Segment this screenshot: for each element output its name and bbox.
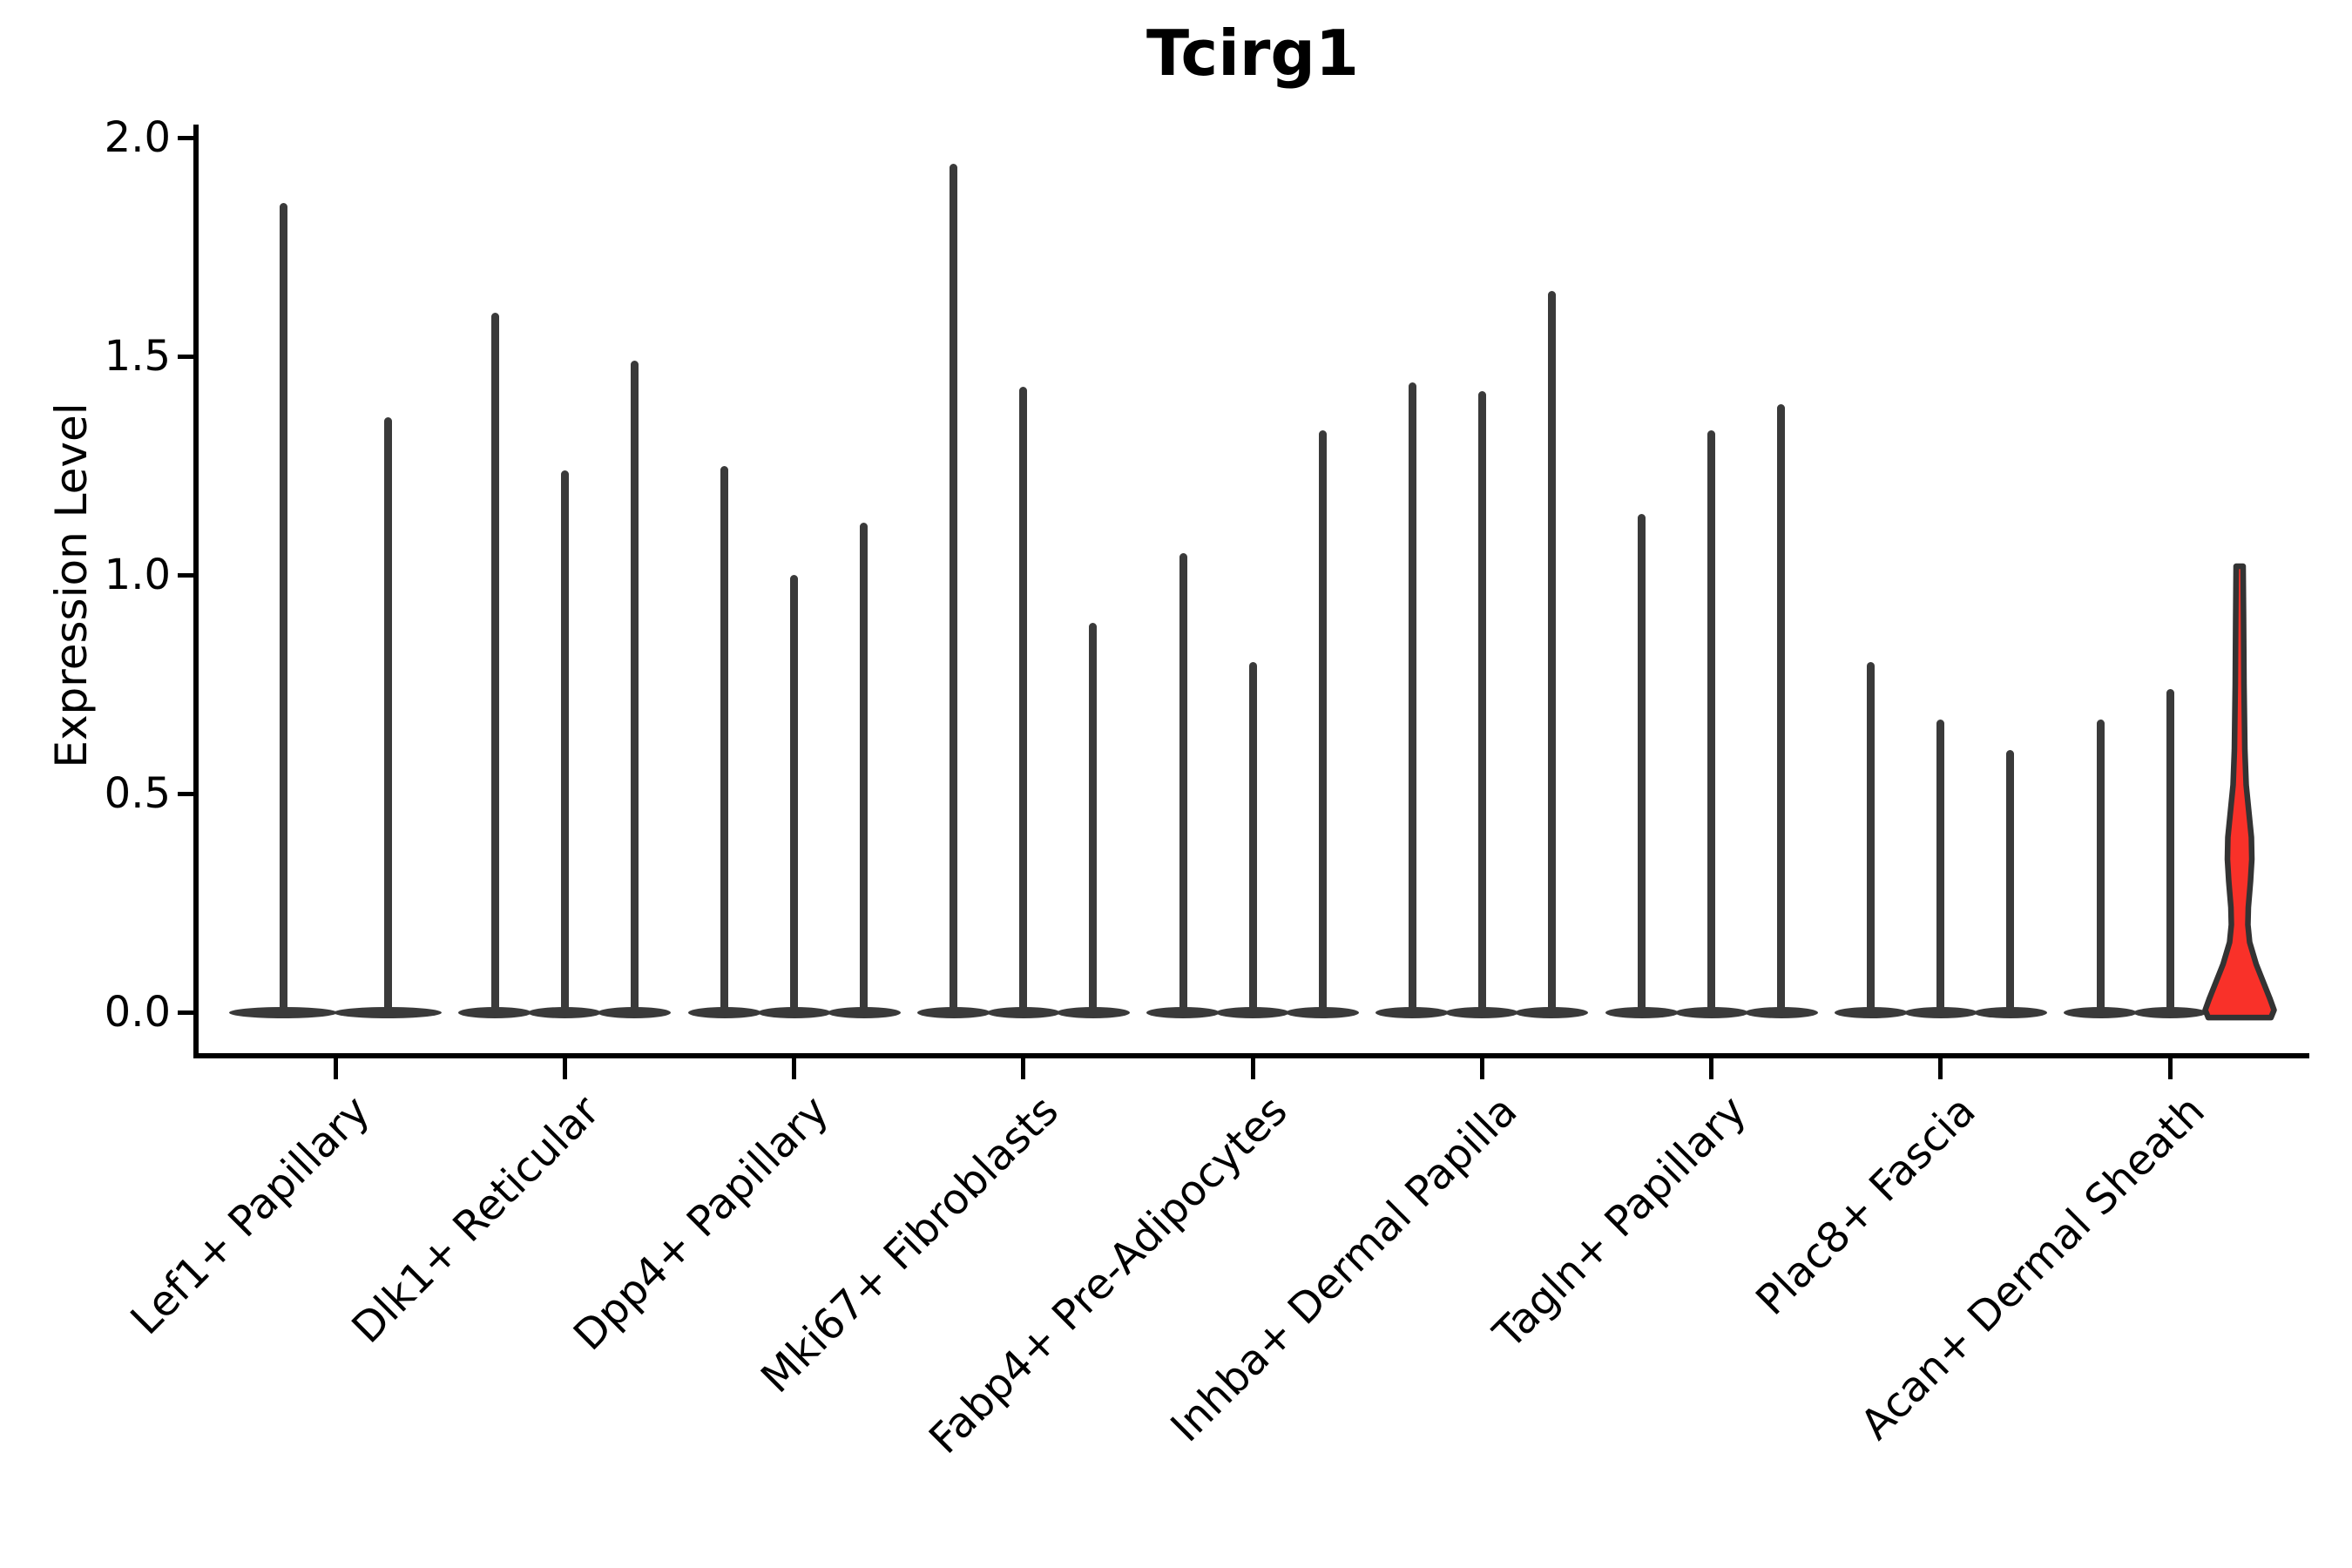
x-tick-mark <box>792 1058 796 1079</box>
violin-spike <box>2166 688 2174 1017</box>
x-tick-label-dpp4-papillary: Dpp4+ Papillary <box>564 1086 839 1361</box>
x-tick-mark <box>562 1058 567 1079</box>
violin-spike <box>1547 290 1556 1017</box>
x-tick-label-plac8-fascia: Plac8+ Fascia <box>1746 1086 1985 1325</box>
violin-spike <box>2096 719 2105 1017</box>
violin-spike <box>1248 662 1257 1017</box>
violin-spike <box>1179 552 1187 1017</box>
x-tick-mark <box>1709 1058 1713 1079</box>
y-tick-mark <box>178 135 193 140</box>
x-tick-label-lef1-papillary: Lef1+ Papillary <box>121 1086 380 1345</box>
violin-spike <box>560 470 569 1017</box>
violin-spike <box>1089 623 1098 1017</box>
plot-title: Tcirg1 <box>1146 17 1360 90</box>
y-tick-label: 0.5 <box>104 769 171 818</box>
y-axis-spine <box>193 125 199 1058</box>
x-tick-mark <box>1479 1058 1484 1079</box>
x-axis-spine <box>193 1053 2309 1058</box>
violin-spike <box>860 522 868 1017</box>
violin-spike <box>383 417 392 1017</box>
violin-spike <box>279 203 287 1017</box>
y-tick-label: 1.5 <box>104 332 171 381</box>
violin-spike <box>790 575 798 1017</box>
violin-spike <box>1477 391 1486 1017</box>
y-tick-mark <box>178 791 193 796</box>
x-tick-mark <box>1021 1058 1026 1079</box>
x-tick-mark <box>1250 1058 1255 1079</box>
y-tick-label: 2.0 <box>104 113 171 162</box>
y-tick-mark <box>178 1010 193 1015</box>
violin-spike <box>1408 382 1416 1017</box>
x-tick-mark <box>333 1058 338 1079</box>
y-tick-label: 1.0 <box>104 551 171 599</box>
y-tick-label: 0.0 <box>104 988 171 1037</box>
y-tick-mark <box>178 354 193 359</box>
violin-spike <box>630 361 639 1017</box>
violin-spike <box>950 164 958 1017</box>
violin-spike <box>1867 662 1876 1017</box>
highlighted-violin <box>2202 563 2277 1021</box>
violin-spike <box>1707 430 1715 1017</box>
violin-spike <box>1019 387 1028 1017</box>
x-tick-mark <box>1938 1058 1943 1079</box>
x-tick-label-dlk1-reticular: Dlk1+ Reticular <box>342 1086 610 1353</box>
violin-spike <box>1318 430 1327 1017</box>
x-tick-label-tagln-papillary: Tagln+ Papillary <box>1484 1086 1756 1358</box>
violin-spike <box>490 312 499 1017</box>
y-tick-mark <box>178 572 193 578</box>
violin-spike <box>1777 404 1785 1017</box>
violin-spike <box>1936 719 1945 1017</box>
violin-spike <box>1638 513 1646 1017</box>
violin-spike <box>720 465 728 1017</box>
x-tick-mark <box>2167 1058 2173 1079</box>
violin-spike <box>2006 749 2015 1017</box>
